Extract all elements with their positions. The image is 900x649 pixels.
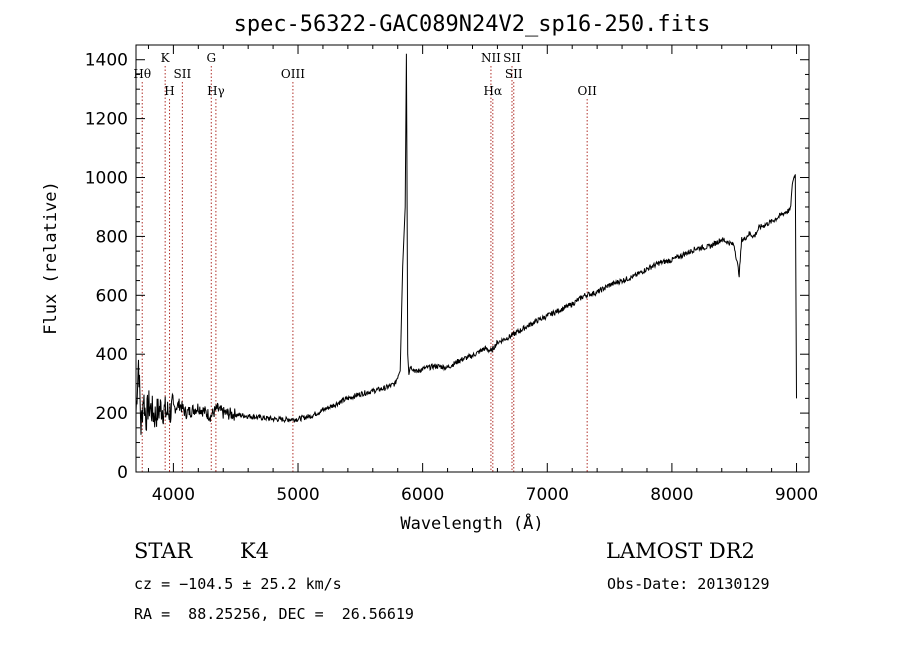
survey-name: LAMOST DR2 <box>606 539 755 563</box>
x-axis-label: Wavelength (Å) <box>400 512 543 534</box>
y-tick-label: 800 <box>96 227 128 247</box>
line-marker-label: OII <box>577 84 597 98</box>
x-tick-label: 5000 <box>276 485 319 505</box>
y-tick-label: 400 <box>96 345 128 365</box>
x-tick-label: 4000 <box>152 485 195 505</box>
y-axis: 0 200 400 600 800 1000 1200 1400 <box>85 44 809 483</box>
x-tick-label: 8000 <box>650 485 693 505</box>
line-marker-label: Hα <box>484 84 503 98</box>
coordinates: RA = 88.25256, DEC = 26.56619 <box>134 605 414 623</box>
line-marker-label: NII <box>481 51 501 65</box>
chart-title: spec-56322-GAC089N24V2_sp16-250.fits <box>234 12 711 37</box>
line-marker-label: K <box>161 51 171 65</box>
line-marker-label: G <box>206 51 216 65</box>
line-marker-label: H <box>164 84 174 98</box>
y-tick-label: 1000 <box>85 169 128 189</box>
line-marker-label: SII <box>503 51 521 65</box>
line-marker-label: OIII <box>281 67 305 81</box>
y-tick-label: 1400 <box>85 51 128 71</box>
x-axis: 4000 5000 6000 7000 8000 9000 <box>147 45 818 505</box>
y-tick-label: 600 <box>96 286 128 306</box>
y-axis-label: Flux (relative) <box>41 181 61 335</box>
y-tick-label: 1200 <box>85 110 128 130</box>
redshift-cz: cz = −104.5 ± 25.2 km/s <box>134 575 342 593</box>
observation-date: Obs-Date: 20130129 <box>607 575 770 593</box>
line-marker-label: SII <box>505 67 523 81</box>
spectral-class: STAR <box>134 539 193 563</box>
y-tick-label: 200 <box>96 404 128 424</box>
x-tick-label: 7000 <box>526 485 569 505</box>
y-tick-label: 0 <box>117 463 128 483</box>
line-marker-label: SII <box>174 67 192 81</box>
plot-frame <box>135 44 810 473</box>
x-tick-label: 9000 <box>775 485 818 505</box>
x-tick-label: 6000 <box>401 485 444 505</box>
line-marker-label: Hγ <box>207 84 225 98</box>
spectrum-line <box>135 53 797 435</box>
line-marker-label: Hθ <box>133 67 151 81</box>
spectral-subclass: K4 <box>240 539 270 563</box>
